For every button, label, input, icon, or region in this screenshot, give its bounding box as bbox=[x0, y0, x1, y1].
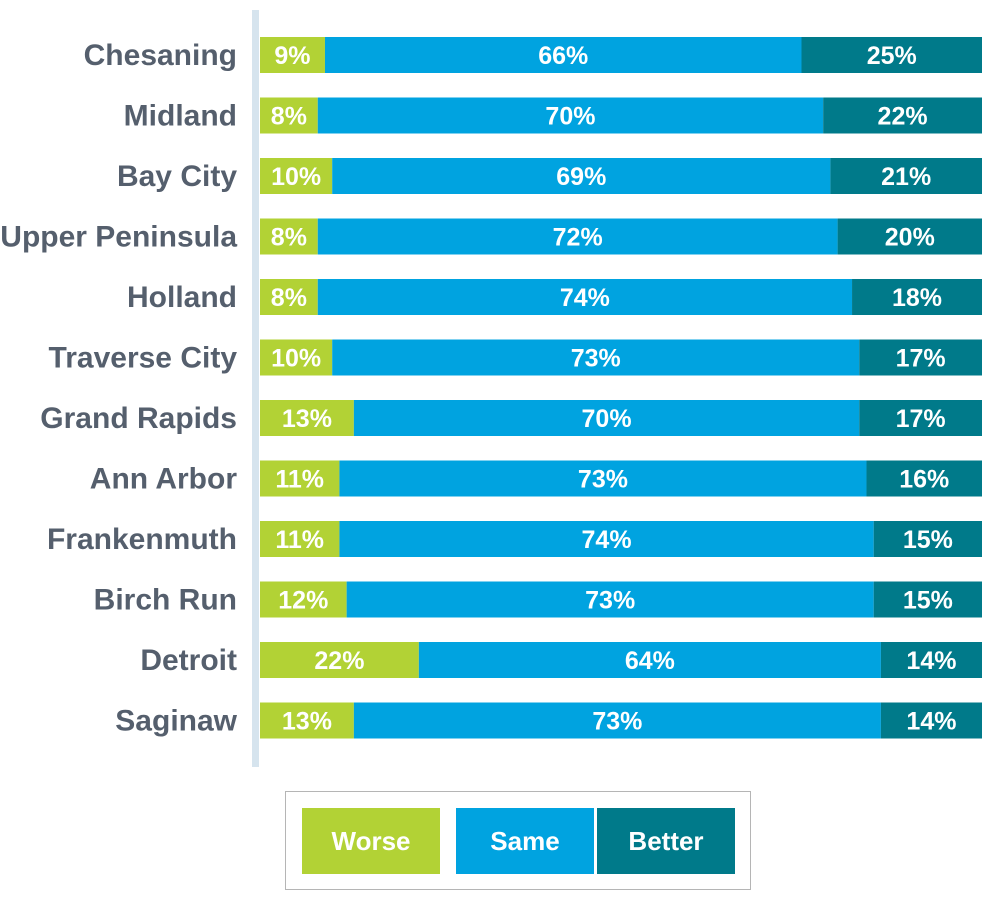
category-label: Saginaw bbox=[115, 705, 237, 738]
bar-segment-same bbox=[339, 460, 867, 497]
data-label-better: 21% bbox=[881, 163, 931, 191]
data-label-same: 73% bbox=[571, 345, 621, 373]
data-label-worse: 12% bbox=[278, 587, 328, 615]
category-label: Frankenmuth bbox=[47, 523, 237, 556]
data-label-better: 20% bbox=[885, 224, 935, 252]
bar-segment-better bbox=[880, 702, 982, 739]
data-label-worse: 11% bbox=[275, 466, 324, 494]
bar-segment-worse bbox=[260, 218, 318, 255]
bar-segment-better bbox=[852, 279, 982, 315]
data-label-worse: 22% bbox=[314, 647, 364, 675]
data-label-better: 15% bbox=[903, 526, 953, 554]
category-label: Grand Rapids bbox=[40, 402, 237, 435]
data-label-worse: 11% bbox=[275, 526, 324, 554]
bar-segment-same bbox=[418, 642, 881, 678]
bar-segment-worse bbox=[260, 400, 354, 436]
data-label-worse: 10% bbox=[271, 345, 321, 373]
data-label-worse: 9% bbox=[274, 42, 310, 70]
data-label-better: 17% bbox=[896, 345, 946, 373]
data-label-worse: 8% bbox=[271, 224, 307, 252]
bar-segment-same bbox=[324, 37, 802, 73]
data-label-better: 16% bbox=[899, 466, 949, 494]
data-label-worse: 13% bbox=[282, 405, 332, 433]
bar-segment-worse bbox=[260, 642, 419, 678]
bar-segment-better bbox=[880, 642, 982, 678]
data-label-better: 25% bbox=[867, 42, 917, 70]
category-label: Bay City bbox=[117, 160, 237, 193]
bar-segment-better bbox=[859, 400, 982, 436]
category-label: Birch Run bbox=[94, 584, 237, 617]
bar-segment-better bbox=[830, 158, 982, 194]
bar-segment-same bbox=[339, 521, 874, 557]
bar-segment-worse bbox=[260, 279, 318, 315]
data-label-better: 22% bbox=[878, 103, 928, 131]
bar-segment-worse bbox=[260, 521, 340, 557]
bar-segment-worse bbox=[260, 97, 318, 134]
data-label-same: 72% bbox=[553, 224, 603, 252]
category-label: Detroit bbox=[140, 644, 237, 677]
bar-segment-better bbox=[873, 521, 982, 557]
bar-segment-same bbox=[346, 581, 874, 618]
bar-segment-same bbox=[317, 279, 853, 315]
chart-plot-area: Chesaning 9% 66% 25% Midland 8% 70% 22% Bay City… bbox=[0, 10, 982, 767]
bar-segment-same bbox=[353, 400, 860, 436]
category-label: Upper Peninsula bbox=[0, 221, 237, 254]
data-label-same: 74% bbox=[560, 284, 610, 312]
data-label-worse: 10% bbox=[271, 163, 321, 191]
bar-segment-better bbox=[801, 37, 982, 73]
category-axis-line bbox=[252, 10, 259, 767]
data-label-better: 14% bbox=[906, 647, 956, 675]
bar-segment-better bbox=[823, 97, 982, 134]
data-label-same: 73% bbox=[585, 587, 635, 615]
bar-segment-better bbox=[866, 460, 982, 497]
chart-legend: Worse Same Better bbox=[285, 791, 751, 890]
category-label: Ann Arbor bbox=[90, 463, 238, 496]
bar-segment-same bbox=[332, 158, 831, 194]
data-label-same: 74% bbox=[582, 526, 632, 554]
bar-segment-worse bbox=[260, 158, 333, 194]
category-label: Traverse City bbox=[49, 342, 238, 375]
data-label-same: 73% bbox=[592, 708, 642, 736]
bar-segment-worse bbox=[260, 581, 347, 618]
bar-segment-same bbox=[317, 97, 824, 134]
legend-item-better: Better bbox=[597, 808, 735, 874]
bar-segment-worse bbox=[260, 702, 354, 739]
data-label-worse: 13% bbox=[282, 708, 332, 736]
legend-item-worse: Worse bbox=[302, 808, 440, 874]
data-label-same: 70% bbox=[545, 103, 595, 131]
bar-segment-same bbox=[353, 702, 881, 739]
data-label-same: 69% bbox=[556, 163, 606, 191]
bar-segment-same bbox=[317, 218, 838, 255]
category-label: Midland bbox=[124, 100, 237, 133]
data-label-better: 15% bbox=[903, 587, 953, 615]
data-label-same: 64% bbox=[625, 647, 675, 675]
bar-segment-better bbox=[873, 581, 982, 618]
bar-segment-worse bbox=[260, 460, 340, 497]
data-label-better: 18% bbox=[892, 284, 942, 312]
category-label: Holland bbox=[127, 281, 237, 314]
data-label-same: 66% bbox=[538, 42, 588, 70]
data-label-worse: 8% bbox=[271, 103, 307, 131]
bar-segment-better bbox=[837, 218, 982, 255]
bar-segment-worse bbox=[260, 37, 325, 73]
legend-item-same: Same bbox=[456, 808, 594, 874]
bar-segment-same bbox=[332, 339, 860, 376]
bar-segment-worse bbox=[260, 339, 333, 376]
category-label: Chesaning bbox=[84, 39, 237, 72]
data-label-same: 70% bbox=[582, 405, 632, 433]
bar-segment-better bbox=[859, 339, 982, 376]
data-label-worse: 8% bbox=[271, 284, 307, 312]
data-label-better: 14% bbox=[906, 708, 956, 736]
data-label-same: 73% bbox=[578, 466, 628, 494]
data-label-better: 17% bbox=[896, 405, 946, 433]
